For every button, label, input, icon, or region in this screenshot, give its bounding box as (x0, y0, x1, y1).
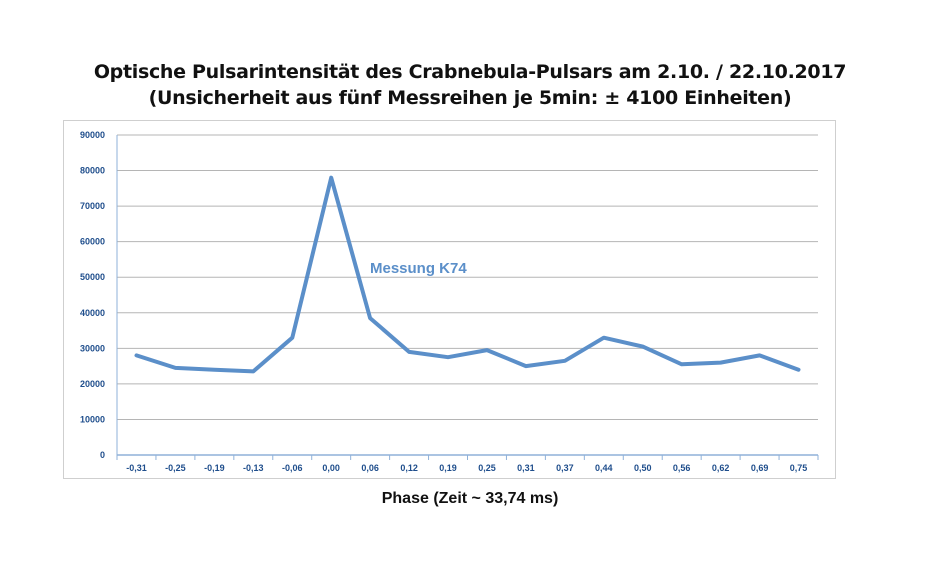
y-tick-label: 0 (100, 450, 105, 460)
x-tick-label: 0,19 (439, 463, 457, 473)
y-tick-label: 40000 (80, 308, 105, 318)
x-tick-label: -0,13 (243, 463, 264, 473)
y-tick-label: 50000 (80, 272, 105, 282)
x-tick-label: 0,50 (634, 463, 652, 473)
x-tick-label: -0,31 (126, 463, 147, 473)
x-tick-label: 0,31 (517, 463, 535, 473)
x-tick-label: 0,69 (751, 463, 769, 473)
x-tick-label: 0,00 (322, 463, 340, 473)
x-tick-label: -0,19 (204, 463, 225, 473)
x-tick-label: 0,44 (595, 463, 613, 473)
x-tick-label: 0,25 (478, 463, 496, 473)
chart-subtitle: (Unsicherheit aus fünf Messreihen je 5mi… (148, 87, 792, 109)
y-tick-label: 20000 (80, 379, 105, 389)
y-tick-label: 60000 (80, 237, 105, 247)
y-tick-label: 90000 (80, 130, 105, 140)
y-tick-label: 70000 (80, 201, 105, 211)
chart-title: Optische Pulsarintensität des Crabnebula… (93, 61, 847, 83)
x-tick-label: -0,25 (165, 463, 186, 473)
y-tick-label: 80000 (80, 166, 105, 176)
x-tick-label: 0,62 (712, 463, 730, 473)
x-tick-label: 0,56 (673, 463, 691, 473)
y-tick-label: 30000 (80, 343, 105, 353)
x-tick-label: 0,37 (556, 463, 574, 473)
series-line (134, 175, 801, 374)
x-tick-label: -0,06 (282, 463, 303, 473)
x-axis-title: Phase (Zeit ~ 33,74 ms) (381, 490, 559, 507)
x-tick-label: 0,75 (790, 463, 808, 473)
y-tick-label: 10000 (80, 414, 105, 424)
x-tick-label: 0,06 (361, 463, 379, 473)
chart-area (63, 120, 836, 479)
series-annotation: Messung K74 (370, 260, 467, 277)
x-tick-label: 0,12 (400, 463, 418, 473)
